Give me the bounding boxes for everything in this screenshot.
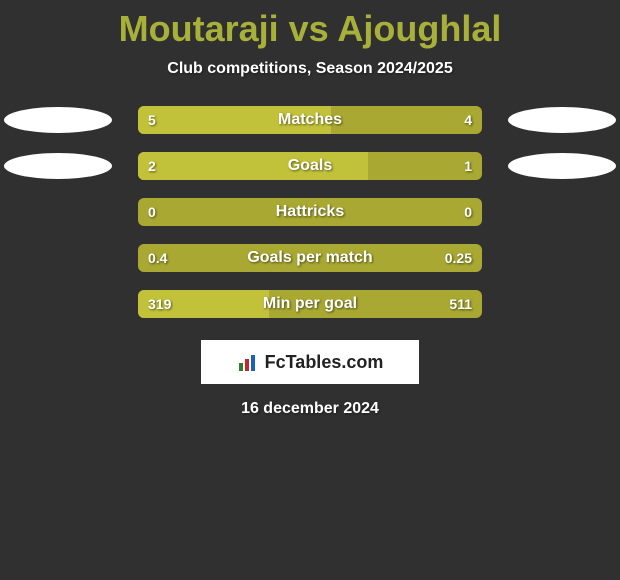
stat-row: 00Hattricks [0, 198, 620, 226]
stat-bar: 319511Min per goal [138, 290, 482, 318]
stat-bar: 54Matches [138, 106, 482, 134]
footer-date: 16 december 2024 [241, 400, 379, 418]
stat-label: Goals per match [138, 244, 482, 272]
stat-row: 54Matches [0, 106, 620, 134]
stat-row: 21Goals [0, 152, 620, 180]
page-subtitle: Club competitions, Season 2024/2025 [167, 60, 452, 78]
stat-row: 0.40.25Goals per match [0, 244, 620, 272]
stat-bar: 0.40.25Goals per match [138, 244, 482, 272]
logo-text: FcTables.com [265, 352, 384, 373]
stat-rows: 54Matches 21Goals 00Hattricks 0.40.25Goals … [0, 106, 620, 318]
branding-box: FcTables.com [201, 340, 419, 384]
logo-chart-icon [237, 353, 259, 371]
comparison-infographic: Moutaraji vs Ajoughlal Club competitions… [0, 0, 620, 580]
stat-bar: 00Hattricks [138, 198, 482, 226]
stat-label: Min per goal [138, 290, 482, 318]
player-left-marker [4, 107, 112, 133]
player-right-marker [508, 153, 616, 179]
stat-label: Matches [138, 106, 482, 134]
page-title: Moutaraji vs Ajoughlal [119, 8, 502, 50]
stat-label: Goals [138, 152, 482, 180]
player-right-marker [508, 107, 616, 133]
stat-row: 319511Min per goal [0, 290, 620, 318]
stat-bar: 21Goals [138, 152, 482, 180]
player-left-marker [4, 153, 112, 179]
stat-label: Hattricks [138, 198, 482, 226]
